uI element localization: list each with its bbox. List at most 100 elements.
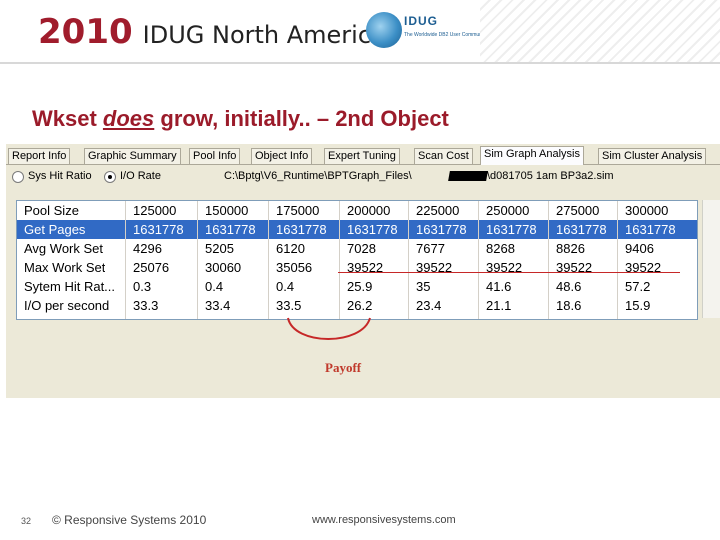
column-header: 275000 xyxy=(556,203,600,218)
file-path-start: C:\Bptg\V6_Runtime\BPTGraph_Files\ xyxy=(224,170,412,182)
table-cell: 8826 xyxy=(556,241,585,256)
table-cell: 9406 xyxy=(625,241,654,256)
title-emphasis: does xyxy=(102,106,155,131)
idug-logo-text: IDUG xyxy=(404,14,438,28)
tab-object-info[interactable]: Object Info xyxy=(251,148,313,164)
file-path-end: \d081705 1am BP3a2.sim xyxy=(487,170,614,182)
table-cell: 39522 xyxy=(556,260,593,275)
tab-graphic-summary[interactable]: Graphic Summary xyxy=(84,148,181,164)
column-divider xyxy=(408,201,409,319)
column-divider xyxy=(197,201,198,319)
table-cell: 57.2 xyxy=(625,279,651,294)
column-header: 300000 xyxy=(625,203,669,218)
table-cell: 1631778 xyxy=(625,222,676,237)
table-cell: 25.9 xyxy=(347,279,373,294)
footer-copyright: © Responsive Systems 2010 xyxy=(52,513,207,527)
column-divider xyxy=(548,201,549,319)
table-cell: 1631778 xyxy=(486,222,537,237)
table-cell: 41.6 xyxy=(486,279,512,294)
table-cell: 26.2 xyxy=(347,298,373,313)
sys-hit-ratio-radio[interactable] xyxy=(12,171,24,183)
table-cell: 7028 xyxy=(347,241,376,256)
title-suffix: grow, initially.. – 2nd Object xyxy=(154,106,449,131)
table-cell: 21.1 xyxy=(486,298,512,313)
table-cell: 25076 xyxy=(133,260,170,275)
table-cell: 0.4 xyxy=(205,279,224,294)
table-cell: 1631778 xyxy=(416,222,467,237)
options-bar: Sys Hit Ratio I/O Rate C:\Bptg\V6_Runtim… xyxy=(6,166,720,186)
sim-results-table: Pool Size 125000 150000 175000 200000 22… xyxy=(16,200,698,320)
table-cell: 35056 xyxy=(276,260,313,275)
row-label: Sytem Hit Rat... xyxy=(24,279,116,294)
table-cell: 33.4 xyxy=(205,298,231,313)
idug-globe-icon xyxy=(366,12,402,48)
table-cell: 48.6 xyxy=(556,279,582,294)
table-cell: 33.5 xyxy=(276,298,302,313)
table-cell: 39522 xyxy=(625,260,662,275)
idug-logo-tagline: The Worldwide DB2 User Community xyxy=(404,32,487,38)
row-label: Avg Work Set xyxy=(24,241,103,256)
table-cell: 39522 xyxy=(486,260,523,275)
table-cell: 23.4 xyxy=(416,298,442,313)
column-header: 250000 xyxy=(486,203,530,218)
column-header: Pool Size xyxy=(24,203,79,218)
table-cell: 1631778 xyxy=(347,222,398,237)
row-label: I/O per second xyxy=(24,298,110,313)
title-prefix: Wkset xyxy=(32,106,103,131)
table-cell: 1631778 xyxy=(205,222,256,237)
column-divider xyxy=(617,201,618,319)
table-cell: 30060 xyxy=(205,260,242,275)
tab-report-info[interactable]: Report Info xyxy=(8,148,71,164)
column-divider xyxy=(268,201,269,319)
io-rate-radio[interactable] xyxy=(104,171,116,183)
table-cell: 5205 xyxy=(205,241,234,256)
table-row-max-work-set[interactable]: Max Work Set 25076 30060 35056 39522 395… xyxy=(17,258,697,277)
table-scrollbar[interactable] xyxy=(702,200,720,318)
brand-year: 2010 xyxy=(38,12,133,52)
table-cell: 35 xyxy=(416,279,431,294)
highlight-underline xyxy=(338,272,680,273)
tab-sim-graph-analysis[interactable]: Sim Graph Analysis xyxy=(480,146,584,165)
slide-title: Wkset does grow, initially.. – 2nd Objec… xyxy=(32,106,449,132)
table-cell: 6120 xyxy=(276,241,305,256)
tab-expert-tuning[interactable]: Expert Tuning xyxy=(324,148,400,164)
table-row-get-pages[interactable]: Get Pages 1631778 1631778 1631778 163177… xyxy=(17,220,697,239)
table-cell: 7677 xyxy=(416,241,445,256)
tab-scan-cost[interactable]: Scan Cost xyxy=(414,148,473,164)
conference-brand: 2010 IDUG North America xyxy=(38,12,386,52)
table-cell: 15.9 xyxy=(625,298,651,313)
row-label: Get Pages xyxy=(24,222,86,237)
column-header: 200000 xyxy=(347,203,391,218)
table-cell: 39522 xyxy=(347,260,384,275)
column-divider xyxy=(478,201,479,319)
tab-sim-cluster-analysis[interactable]: Sim Cluster Analysis xyxy=(598,148,707,164)
table-cell: 1631778 xyxy=(276,222,327,237)
io-rate-label: I/O Rate xyxy=(120,170,161,182)
header-decoration xyxy=(480,0,720,62)
table-cell: 8268 xyxy=(486,241,515,256)
page-number: 32 xyxy=(21,516,32,526)
table-header-row: Pool Size 125000 150000 175000 200000 22… xyxy=(17,201,697,220)
row-label: Max Work Set xyxy=(24,260,106,275)
table-row-system-hit-ratio[interactable]: Sytem Hit Rat... 0.3 0.4 0.4 25.9 35 41.… xyxy=(17,277,697,296)
sys-hit-ratio-label: Sys Hit Ratio xyxy=(28,170,92,182)
grid-edge-glyph xyxy=(6,196,12,206)
column-header: 175000 xyxy=(276,203,320,218)
column-header: 150000 xyxy=(205,203,249,218)
column-divider xyxy=(339,201,340,319)
column-header: 225000 xyxy=(416,203,460,218)
table-cell: 1631778 xyxy=(556,222,607,237)
column-divider xyxy=(125,201,126,319)
redaction-mark xyxy=(448,171,488,181)
footer-url: www.responsivesystems.com xyxy=(312,514,456,526)
column-header: 125000 xyxy=(133,203,177,218)
table-row-avg-work-set[interactable]: Avg Work Set 4296 5205 6120 7028 7677 82… xyxy=(17,239,697,258)
brand-conference: IDUG North America xyxy=(142,21,386,49)
tab-pool-info[interactable]: Pool Info xyxy=(189,148,241,164)
app-window: Report Info Graphic Summary Pool Info Ob… xyxy=(6,144,720,398)
table-cell: 1631778 xyxy=(133,222,184,237)
tab-bar: Report Info Graphic Summary Pool Info Ob… xyxy=(6,146,720,165)
slide-header: 2010 IDUG North America IDUG The Worldwid… xyxy=(0,0,720,62)
table-row-io-per-second[interactable]: I/O per second 33.3 33.4 33.5 26.2 23.4 … xyxy=(17,296,697,315)
table-cell: 0.3 xyxy=(133,279,152,294)
